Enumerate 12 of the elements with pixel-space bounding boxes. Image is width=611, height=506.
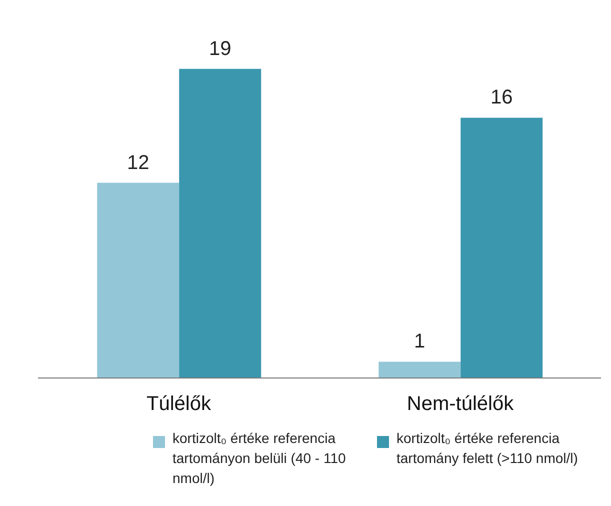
bar bbox=[179, 68, 262, 378]
legend-label: kortizolt₀ értéke referencia tartományon belüli (40 - 110 nmol/l) bbox=[172, 429, 347, 488]
data-label: 19 bbox=[208, 38, 232, 60]
x-tick-label: Nem-túlélők bbox=[406, 393, 515, 416]
data-label: 1 bbox=[414, 330, 426, 353]
x-tick-label: Túlélők bbox=[146, 393, 212, 416]
data-label: 16 bbox=[490, 86, 513, 109]
legend-label: kortizolt₀ értéke referencia tartomány felett (>110 nmol/l) bbox=[396, 429, 579, 468]
bar bbox=[460, 118, 543, 378]
bar bbox=[97, 182, 180, 378]
data-label: 12 bbox=[126, 152, 150, 174]
bar bbox=[378, 362, 461, 378]
